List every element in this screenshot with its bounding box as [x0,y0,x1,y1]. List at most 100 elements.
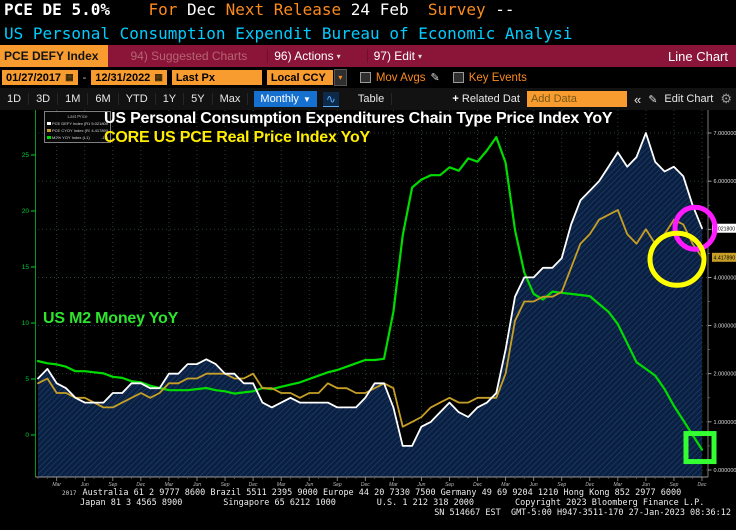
svg-text:Mar: Mar [165,482,174,488]
suggested-charts-button[interactable]: 94) Suggested Charts [130,49,248,63]
mov-avgs-checkbox[interactable] [359,72,371,83]
svg-text:Jun: Jun [529,482,538,488]
price-field-select[interactable]: Last Px [171,70,262,85]
svg-text:0: 0 [25,432,29,439]
chart-canvas[interactable]: 25201510507.0000006.0000005.0000004.0000… [0,110,736,488]
svg-text:Dec: Dec [698,482,707,488]
svg-text:Dec: Dec [361,482,370,488]
range-tab-6M[interactable]: 6M [88,93,119,105]
edit-menu[interactable]: 97) Edit ▾ [366,49,428,63]
chart-area[interactable]: 25201510507.0000006.0000005.0000004.0000… [0,110,736,488]
currency-select[interactable]: Local CCY [266,70,333,85]
header-segment [110,0,149,19]
range-tab-5Y[interactable]: 5Y [184,93,213,105]
legend-item-0: PCE DEFY Index (R1) 5.021800 [47,120,108,127]
ticker-tab[interactable]: PCE DEFY Index [0,45,109,67]
svg-text:Dec: Dec [136,482,145,488]
edit-chart-button[interactable]: Edit Chart [664,93,714,105]
svg-text:20: 20 [22,208,30,215]
function-ribbon: PCE DEFY Index 94) Suggested Charts 96) … [0,45,736,67]
legend-item-2: M2% YOY Index (L1) -1.3 [47,134,108,141]
range-tabs: 1D 3D 1M 6M YTD 1Y 5Y Max [0,93,249,105]
end-label-box [712,223,736,233]
svg-text:Sep: Sep [333,482,342,488]
legend-rows: PCE DEFY Index (R1) 5.021800 PCE CYOY Inde… [47,120,108,141]
svg-text:15: 15 [22,264,30,271]
svg-text:6.000000: 6.000000 [714,179,736,185]
legend-swatch [47,135,51,140]
range-tab-1D[interactable]: 1D [0,93,30,105]
footer-contacts-2: Japan 81 3 4565 8900 Singapore 65 6212 1… [80,498,705,508]
svg-text:Dec: Dec [473,482,482,488]
svg-text:10: 10 [22,320,30,327]
header-segment: Survey [427,0,496,19]
header-segment: Next Release [225,0,351,19]
range-tab-Max[interactable]: Max [212,93,249,105]
chevron-down-icon: ▾ [417,51,422,61]
legend-label: PCE CYOY Index (R1) [52,128,90,133]
mov-avgs-label: Mov Avgs [375,71,426,84]
gear-icon[interactable]: ⚙ [720,91,732,106]
chart-settings-toolbar: 01/27/2017 ▦ - 12/31/2022 ▦ Last Px Loca… [0,67,736,88]
legend-value: -1.3 [101,135,108,140]
svg-text:5: 5 [25,376,29,383]
svg-text:Mar: Mar [389,482,398,488]
period-tab-bar: 1D 3D 1M 6M YTD 1Y 5Y Max Monthly ▼ ∿ Table + R… [0,88,736,110]
series-line-pce-defy-index [37,132,703,447]
table-tab[interactable]: Table [351,93,393,105]
svg-text:Sep: Sep [557,482,566,488]
series-area-0 [38,133,702,477]
frequency-select[interactable]: Monthly ▼ [254,91,317,107]
end-date-input[interactable]: 12/31/2022 ▦ [91,70,167,85]
highlight-square-2 [683,431,717,465]
related-data-button[interactable]: + Related Dat [452,93,520,105]
series-line-m2-yoy-index [36,136,704,451]
pencil-icon[interactable]: ✎ [430,72,440,84]
header-segment: -- [495,0,515,19]
highlight-circle-0 [672,204,718,252]
legend-item-1: PCE CYOY Index (R1) 4.417890 [47,127,108,134]
range-tab-1M[interactable]: 1M [58,93,89,105]
legend-swatch [47,121,51,126]
legend-title: Last Price [67,114,88,119]
key-events-checkbox[interactable] [452,72,464,83]
actions-menu[interactable]: 96) Actions ▾ [267,49,346,63]
currency-dropdown-button[interactable]: ▾ [333,69,347,86]
terminal-footer: 2017 Australia 61 2 9777 8600 Brazil 5511… [0,488,736,518]
start-date-value: 01/27/2017 [6,71,62,84]
legend-value: 5.021800 [91,121,108,126]
security-description: US Personal Consumption Expendit Bureau … [4,24,573,43]
legend-label: PCE DEFY Index (R1) [52,121,90,126]
add-data-input[interactable]: Add Data [526,91,627,107]
svg-text:Mar: Mar [614,482,623,488]
footer-contacts-1: Australia 61 2 9777 8600 Brazil 5511 239… [82,488,682,498]
line-chart-type-icon[interactable]: ∿ [322,91,339,107]
svg-text:Jun: Jun [304,482,313,488]
end-label-box [712,252,736,262]
svg-text:Jun: Jun [80,482,89,488]
edit-pencil-icon[interactable]: ✎ [648,93,658,106]
axes: 25201510507.0000006.0000005.0000004.0000… [22,110,736,488]
date-range-separator: - [82,71,87,84]
chevron-down-icon: ▾ [336,51,341,61]
range-tab-3D[interactable]: 3D [29,93,59,105]
end-date-value: 12/31/2022 [95,71,151,84]
svg-text:Mar: Mar [501,482,510,488]
edit-label: 97) Edit [373,49,415,63]
svg-text:Sep: Sep [669,482,678,488]
chart-type-label: Line Chart [668,48,728,64]
collapse-button[interactable]: « [633,91,642,107]
header-segment: 5.0% [71,0,110,19]
svg-text:4.000000: 4.000000 [714,275,736,281]
svg-text:Mar: Mar [52,482,61,488]
svg-text:Jun: Jun [641,482,650,488]
footer-line-1: 2017 Australia 61 2 9777 8600 Brazil 5511… [0,488,736,498]
svg-text:Dec: Dec [585,482,594,488]
chevron-down-icon: ▼ [302,94,311,104]
start-date-input[interactable]: 01/27/2017 ▦ [2,70,78,85]
range-tab-YTD[interactable]: YTD [118,93,156,105]
range-tab-1Y[interactable]: 1Y [155,93,185,105]
svg-text:Dec: Dec [249,482,258,488]
annotation-core-pce-title: CORE US PCE Real Price Index YoY [104,129,370,146]
